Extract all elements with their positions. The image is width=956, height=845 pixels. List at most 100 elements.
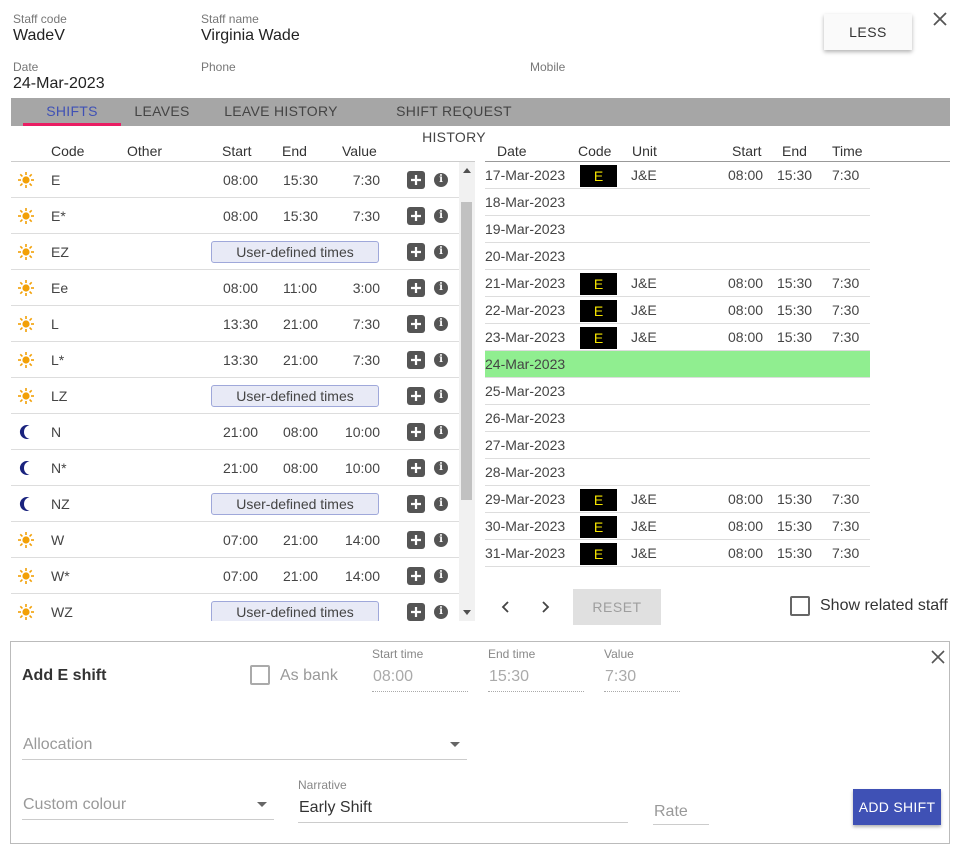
scroll-up-arrow[interactable] <box>463 168 471 173</box>
calendar-row[interactable]: 28-Mar-2023 <box>485 459 870 486</box>
tab-leaves[interactable]: LEAVES <box>134 103 190 119</box>
info-icon[interactable]: i <box>434 569 448 583</box>
info-icon[interactable]: i <box>434 389 448 403</box>
close-add-panel-icon[interactable] <box>928 647 948 667</box>
shift-row[interactable]: N* 21:00 08:00 10:00 i <box>11 450 459 486</box>
add-plus-icon[interactable] <box>407 243 425 261</box>
mobile-label: Mobile <box>530 60 566 74</box>
end-time-label: End time <box>488 647 536 661</box>
rate-field[interactable]: Rate <box>654 803 688 820</box>
add-plus-icon[interactable] <box>407 387 425 405</box>
shift-code-badge[interactable]: E <box>580 543 617 565</box>
tab-shifts[interactable]: SHIFTS <box>46 103 98 119</box>
info-icon[interactable]: i <box>434 605 448 619</box>
calendar-row[interactable]: 31-Mar-2023 E J&E 08:00 15:30 7:30 <box>485 540 870 567</box>
shift-row[interactable]: W* 07:00 21:00 14:00 i <box>11 558 459 594</box>
calendar-row[interactable]: 26-Mar-2023 <box>485 405 870 432</box>
info-icon[interactable]: i <box>434 209 448 223</box>
close-icon[interactable] <box>930 9 950 29</box>
shift-code: L <box>51 316 59 332</box>
shift-code-badge[interactable]: E <box>580 300 617 322</box>
calendar-row[interactable]: 20-Mar-2023 <box>485 243 870 270</box>
end-time-field[interactable]: 15:30 <box>489 668 530 685</box>
value-field[interactable]: 7:30 <box>605 668 637 685</box>
shift-code: E <box>51 172 61 188</box>
calendar-row[interactable]: 21-Mar-2023 E J&E 08:00 15:30 7:30 <box>485 270 870 297</box>
info-icon[interactable]: i <box>434 497 448 511</box>
scroll-thumb[interactable] <box>461 202 472 500</box>
next-chevron-icon[interactable] <box>538 600 552 614</box>
shift-row[interactable]: NZ User-defined times i <box>11 486 459 522</box>
add-plus-icon[interactable] <box>407 495 425 513</box>
shift-row[interactable]: EZ User-defined times i <box>11 234 459 270</box>
add-shift-button[interactable]: ADD SHIFT <box>853 789 941 825</box>
info-icon[interactable]: i <box>434 461 448 475</box>
add-plus-icon[interactable] <box>407 315 425 333</box>
show-related-staff-checkbox[interactable] <box>790 596 810 616</box>
allocation-dropdown-arrow-icon[interactable] <box>450 742 460 747</box>
add-plus-icon[interactable] <box>407 567 425 585</box>
shift-row[interactable]: L* 13:30 21:00 7:30 i <box>11 342 459 378</box>
tab-shift-request-history[interactable]: SHIFT REQUEST HISTORY <box>396 103 512 145</box>
sun-icon <box>17 243 35 261</box>
as-bank-checkbox[interactable] <box>250 665 270 685</box>
cal-end-header: End <box>782 143 807 159</box>
calendar-row[interactable]: 22-Mar-2023 E J&E 08:00 15:30 7:30 <box>485 297 870 324</box>
shift-code-badge[interactable]: E <box>580 489 617 511</box>
shift-row[interactable]: Ee 08:00 11:00 3:00 i <box>11 270 459 306</box>
calendar-row[interactable]: 27-Mar-2023 <box>485 432 870 459</box>
shift-row[interactable]: L 13:30 21:00 7:30 i <box>11 306 459 342</box>
calendar-row[interactable]: 25-Mar-2023 <box>485 378 870 405</box>
allocation-select[interactable]: Allocation <box>23 736 93 753</box>
info-icon[interactable]: i <box>434 173 448 187</box>
custom-colour-select[interactable]: Custom colour <box>23 796 127 813</box>
shift-code-badge[interactable]: E <box>580 273 617 295</box>
shift-list-scrollbar[interactable] <box>459 162 475 621</box>
shift-row[interactable]: N 21:00 08:00 10:00 i <box>11 414 459 450</box>
add-plus-icon[interactable] <box>407 351 425 369</box>
shift-code-badge[interactable]: E <box>580 516 617 538</box>
add-plus-icon[interactable] <box>407 279 425 297</box>
narrative-field[interactable]: Early Shift <box>299 799 372 816</box>
reset-button[interactable]: RESET <box>573 589 661 625</box>
less-button[interactable]: LESS <box>824 14 912 50</box>
shift-row[interactable]: W 07:00 21:00 14:00 i <box>11 522 459 558</box>
calendar-date: 28-Mar-2023 <box>485 464 566 480</box>
shift-end: 21:00 <box>283 352 319 368</box>
info-icon[interactable]: i <box>434 281 448 295</box>
add-plus-icon[interactable] <box>407 459 425 477</box>
shift-row[interactable]: E* 08:00 15:30 7:30 i <box>11 198 459 234</box>
custom-colour-dropdown-arrow-icon[interactable] <box>257 802 267 807</box>
info-icon[interactable]: i <box>434 317 448 331</box>
shift-code-badge[interactable]: E <box>580 165 617 187</box>
info-icon[interactable]: i <box>434 533 448 547</box>
add-plus-icon[interactable] <box>407 171 425 189</box>
calendar-row[interactable]: 18-Mar-2023 <box>485 189 870 216</box>
sun-icon <box>17 387 35 405</box>
calendar-row[interactable]: 23-Mar-2023 E J&E 08:00 15:30 7:30 <box>485 324 870 351</box>
add-plus-icon[interactable] <box>407 603 425 621</box>
shift-row[interactable]: E 08:00 15:30 7:30 i <box>11 162 459 198</box>
shift-code: W* <box>51 568 70 584</box>
shift-row[interactable]: LZ User-defined times i <box>11 378 459 414</box>
add-plus-icon[interactable] <box>407 531 425 549</box>
add-plus-icon[interactable] <box>407 207 425 225</box>
shift-code-badge[interactable]: E <box>580 327 617 349</box>
info-icon[interactable]: i <box>434 425 448 439</box>
prev-chevron-icon[interactable] <box>499 600 513 614</box>
calendar-row[interactable]: 29-Mar-2023 E J&E 08:00 15:30 7:30 <box>485 486 870 513</box>
calendar-row[interactable]: 19-Mar-2023 <box>485 216 870 243</box>
show-related-staff-label: Show related staff <box>820 597 948 614</box>
info-icon[interactable]: i <box>434 245 448 259</box>
calendar-row[interactable]: 17-Mar-2023 E J&E 08:00 15:30 7:30 <box>485 162 870 189</box>
add-plus-icon[interactable] <box>407 423 425 441</box>
calendar-end: 15:30 <box>777 167 813 183</box>
shift-row[interactable]: WZ User-defined times i <box>11 594 459 621</box>
calendar-row-today[interactable]: 24-Mar-2023 <box>485 351 870 378</box>
scroll-down-arrow[interactable] <box>463 610 471 615</box>
tab-leave-history[interactable]: LEAVE HISTORY <box>224 103 338 119</box>
info-icon[interactable]: i <box>434 353 448 367</box>
calendar-date: 23-Mar-2023 <box>485 329 566 345</box>
start-time-field[interactable]: 08:00 <box>373 668 414 685</box>
calendar-row[interactable]: 30-Mar-2023 E J&E 08:00 15:30 7:30 <box>485 513 870 540</box>
